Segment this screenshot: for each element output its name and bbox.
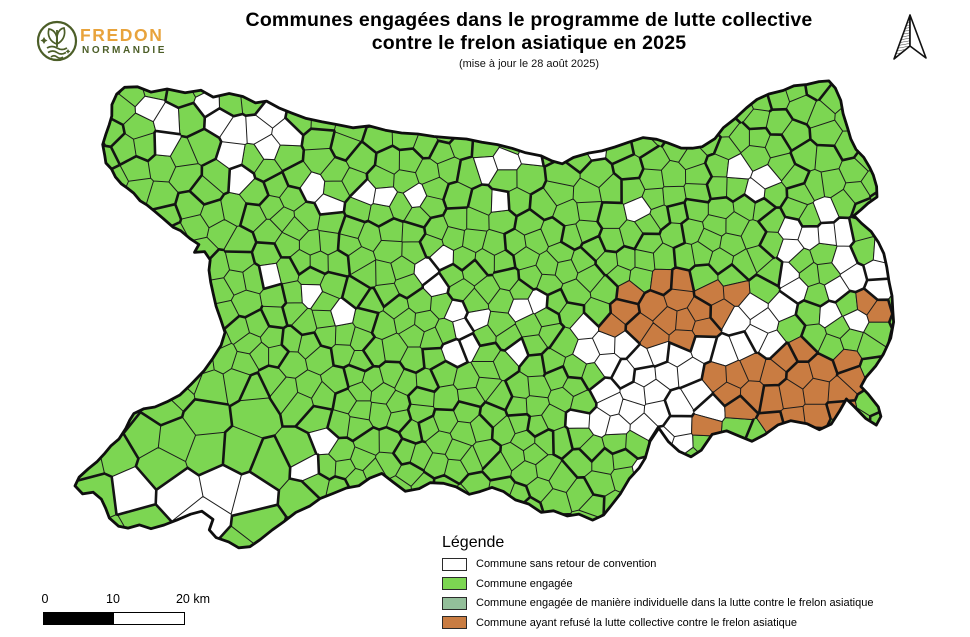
scale-bar-filled-half (44, 613, 114, 624)
north-arrow-icon (893, 14, 927, 60)
legend-item-individual: Commune engagée de manière individuelle … (442, 596, 873, 610)
department-outline (73, 79, 895, 550)
legend-label: Commune ayant refusé la lutte collective… (476, 616, 798, 629)
legend-swatch-refused (442, 616, 467, 629)
header: Communes engagées dans le programme de l… (88, 9, 970, 70)
legend-label: Commune sans retour de convention (476, 558, 657, 570)
legend-swatch-no-convention (442, 557, 467, 571)
legend: Légende Commune sans retour de conventio… (442, 534, 873, 635)
logo-name-text: FREDON (80, 25, 164, 45)
legend-swatch-engaged (442, 577, 467, 590)
fredon-plant-icon (36, 20, 78, 62)
legend-item-engaged: Commune engagée (442, 577, 873, 591)
fredon-logo: FREDON NORMANDIE (34, 16, 204, 68)
scale-label-20km: 20 km (175, 592, 211, 606)
logo-region-text: NORMANDIE (82, 45, 168, 56)
legend-item-no-convention: Commune sans retour de convention (442, 557, 873, 571)
legend-label: Commune engagée (476, 577, 573, 590)
update-date-subtitle: (mise à jour le 28 août 2025) (458, 58, 600, 70)
legend-label: Commune engagée de manière individuelle … (476, 597, 874, 609)
legend-item-refused: Commune ayant refusé la lutte collective… (442, 616, 873, 630)
scale-label-10: 10 (106, 592, 120, 606)
scale-label-0: 0 (41, 592, 49, 606)
page-title-line2: contre le frelon asiatique en 2025 (371, 32, 687, 54)
legend-title: Légende (442, 534, 505, 551)
scale-bar-graphic (43, 612, 185, 625)
page-title-line1: Communes engagées dans le programme de l… (245, 9, 813, 31)
legend-swatch-individual (442, 596, 467, 610)
